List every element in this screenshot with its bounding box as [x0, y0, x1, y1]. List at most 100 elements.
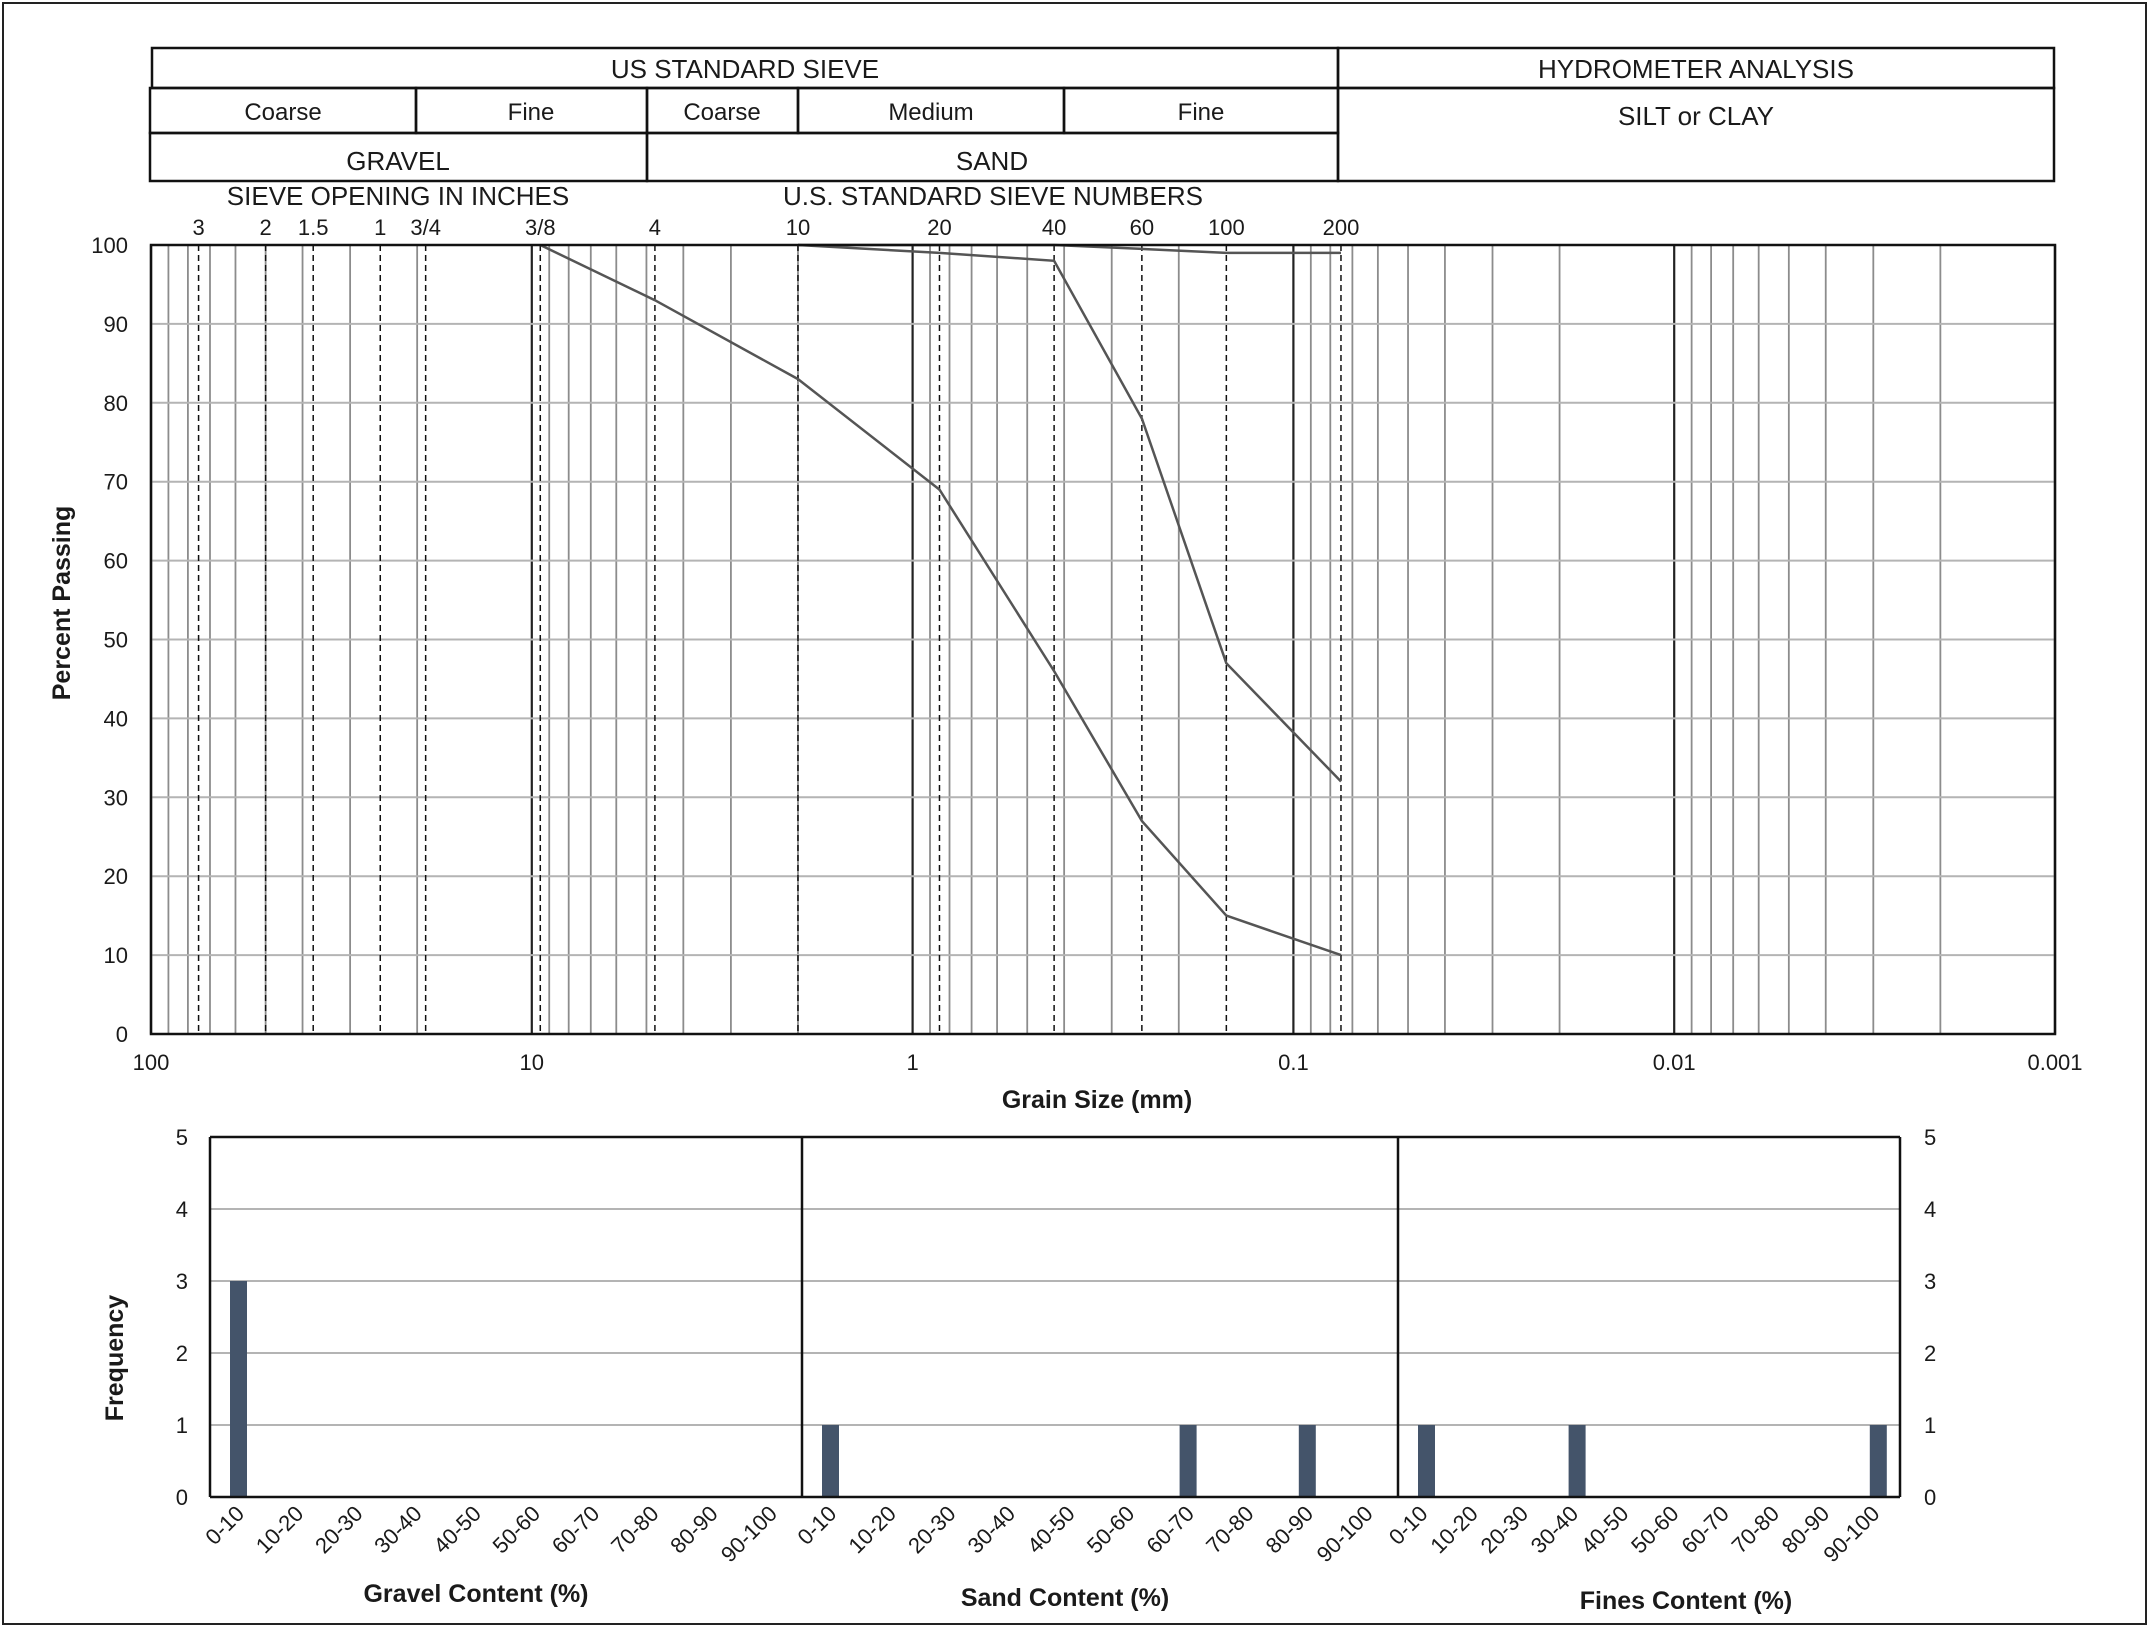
y-tick-label: 40: [104, 706, 128, 731]
y-tick-label: 0: [116, 1022, 128, 1047]
histogram-right-tick: 4: [1924, 1197, 1936, 1222]
histogram-category-label: 20-30: [1476, 1501, 1533, 1558]
histogram-bar: [230, 1281, 247, 1497]
histogram-bar: [1179, 1425, 1197, 1497]
sieve-label: 2: [260, 215, 272, 240]
sand-medium-label: Medium: [888, 99, 973, 126]
percent-passing-axis-label: Percent Passing: [48, 506, 76, 701]
silt-or-clay-label: SILT or CLAY: [1618, 101, 1774, 131]
histogram-category-label: 20-30: [903, 1501, 960, 1558]
histogram-category-label: 30-40: [369, 1501, 426, 1558]
sieve-opening-inches-label: SIEVE OPENING IN INCHES: [227, 181, 569, 211]
y-tick-label: 60: [104, 549, 128, 574]
histogram-frames: [208, 1135, 1902, 1499]
histogram-left-tick: 0: [176, 1485, 188, 1510]
histogram-left-tick: 5: [176, 1125, 188, 1150]
histogram-right-tick: 5: [1924, 1125, 1936, 1150]
histogram-category-label: 60-70: [1676, 1501, 1733, 1558]
sieve-label: 100: [1208, 215, 1245, 240]
gradation-curve-2: [797, 243, 1342, 783]
grain-size-axis-label: Grain Size (mm): [1002, 1086, 1192, 1114]
histogram-bar: [822, 1425, 839, 1497]
sieve-label: 40: [1042, 215, 1066, 240]
sieve-label: 3/8: [525, 215, 556, 240]
sand-box: [645, 131, 1340, 183]
gradation-plot-border: [149, 243, 2057, 1036]
y-tick-label: 100: [91, 233, 128, 258]
gradation-chart: 3 2 1.5 1 3/4 3/8 4 10 20 40 60 100 200 0 10 20 30 40 50 60…: [48, 215, 2083, 1114]
histogram-left-tick: 4: [176, 1197, 188, 1222]
histogram-right-tick: 1: [1924, 1413, 1936, 1438]
histogram-category-label: 40-50: [1576, 1501, 1633, 1558]
histogram-category-label: 90-100: [716, 1501, 782, 1567]
x-tick-label: 100: [133, 1050, 170, 1075]
histogram-category-label: 0-10: [793, 1501, 842, 1550]
histogram-bar: [1298, 1425, 1316, 1497]
classification-header: [148, 46, 2056, 183]
histogram-bar: [1869, 1425, 1887, 1497]
sieve-label: 10: [786, 215, 810, 240]
histogram-category-label: 0-10: [200, 1501, 249, 1550]
y-tick-label: 20: [104, 864, 128, 889]
x-tick-label: 0.001: [2027, 1050, 2082, 1075]
sieve-size-lines: [197, 245, 1342, 1034]
histogram-category-label: 50-60: [1626, 1501, 1683, 1558]
histogram-category-label: 90-100: [1312, 1501, 1378, 1567]
histogram-right-tick: 3: [1924, 1269, 1936, 1294]
y-tick-label: 30: [104, 785, 128, 810]
histogram-category-label: 30-40: [1526, 1501, 1583, 1558]
histogram-category-label: 60-70: [547, 1501, 604, 1558]
histogram-category-label: 20-30: [310, 1501, 367, 1558]
y-tick-label: 80: [104, 391, 128, 416]
histogram-gridlines: [210, 1208, 1900, 1426]
sand-coarse-label: Coarse: [683, 99, 760, 126]
classification-header-text: US STANDARD SIEVE HYDROMETER ANALYSIS Co…: [227, 54, 1854, 211]
histogram-category-label: 10-20: [843, 1501, 900, 1558]
hydrometer-analysis-label: HYDROMETER ANALYSIS: [1538, 54, 1854, 84]
sand-label: SAND: [956, 146, 1028, 176]
histogram-category-label: 50-60: [1082, 1501, 1139, 1558]
gravel-label: GRAVEL: [346, 146, 450, 176]
histogram-category-label: 80-90: [665, 1501, 722, 1558]
histogram-category-label: 40-50: [1022, 1501, 1079, 1558]
histogram-category-label: 0-10: [1384, 1501, 1433, 1550]
histogram-right-tick: 0: [1924, 1485, 1936, 1510]
y-tick-label: 90: [104, 312, 128, 337]
sieve-label: 4: [649, 215, 661, 240]
histogram-category-label: 10-20: [1425, 1501, 1482, 1558]
gradation-curve-1: [539, 243, 1342, 957]
fines-content-axis-label: Fines Content (%): [1580, 1587, 1793, 1615]
histogram-category-label: 40-50: [428, 1501, 485, 1558]
histogram-category-label: 70-80: [606, 1501, 663, 1558]
us-standard-sieve-numbers-label: U.S. STANDARD SIEVE NUMBERS: [783, 181, 1203, 211]
histogram-category-label: 70-80: [1727, 1501, 1784, 1558]
gradation-tick-labels: 3 2 1.5 1 3/4 3/8 4 10 20 40 60 100 200 0 10 20 30 40 50 60…: [91, 215, 2082, 1075]
histogram-category-label: 30-40: [963, 1501, 1020, 1558]
gravel-content-axis-label: Gravel Content (%): [363, 1580, 588, 1608]
histogram-category-label: 90-100: [1818, 1501, 1884, 1567]
sand-fine-label: Fine: [1178, 99, 1225, 126]
histogram-category-label: 60-70: [1141, 1501, 1198, 1558]
sieve-label: 60: [1130, 215, 1154, 240]
gravel-coarse-label: Coarse: [244, 99, 321, 126]
y-tick-label: 70: [104, 470, 128, 495]
histogram-bar: [1568, 1425, 1586, 1497]
sand-content-axis-label: Sand Content (%): [961, 1584, 1169, 1612]
histogram-category-label: 50-60: [488, 1501, 545, 1558]
sieve-label: 200: [1323, 215, 1360, 240]
gradation-gridlines: [149, 245, 2057, 1034]
x-tick-label: 10: [520, 1050, 544, 1075]
us-standard-sieve-label: US STANDARD SIEVE: [611, 54, 879, 84]
gradation-curves: [539, 243, 1342, 957]
histogram-left-tick: 2: [176, 1341, 188, 1366]
histogram-bars: [230, 1281, 1887, 1497]
histograms: 0-10 10-20 20-30 30-40 40-50 50-60 60-70 70-80 8…: [101, 1125, 1936, 1615]
sieve-label: 3/4: [410, 215, 441, 240]
sieve-label: 1.5: [298, 215, 329, 240]
sieve-label: 3: [192, 215, 204, 240]
sieve-label: 20: [927, 215, 951, 240]
x-tick-label: 1: [906, 1050, 918, 1075]
y-tick-label: 50: [104, 628, 128, 653]
